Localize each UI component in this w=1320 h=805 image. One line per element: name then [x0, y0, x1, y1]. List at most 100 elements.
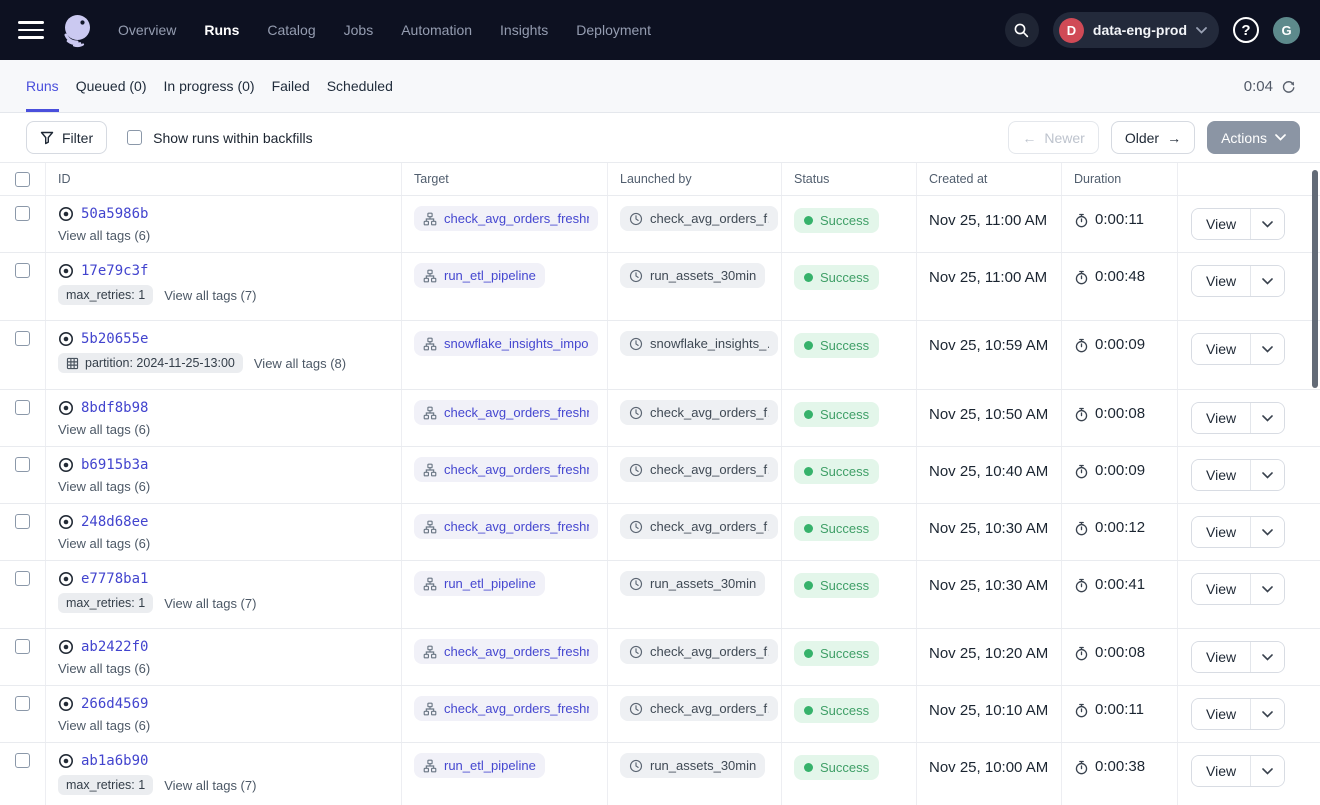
target-pill[interactable]: check_avg_orders_freshne	[414, 400, 598, 425]
run-id-link[interactable]: ab1a6b90	[81, 753, 148, 769]
tab-in-progress[interactable]: In progress (0)	[164, 60, 255, 112]
launched-by-pill[interactable]: run_assets_30min	[620, 753, 765, 778]
view-run-dropdown-button[interactable]	[1250, 266, 1284, 296]
launched-by-pill[interactable]: check_avg_orders_f…	[620, 457, 778, 482]
run-id-link[interactable]: ab2422f0	[81, 639, 148, 655]
view-all-tags-link[interactable]: View all tags (6)	[58, 422, 150, 437]
tag-pill[interactable]: max_retries: 1	[58, 593, 153, 613]
view-run-button[interactable]: View	[1192, 460, 1250, 490]
view-run-button[interactable]: View	[1192, 574, 1250, 604]
target-pill[interactable]: check_avg_orders_freshne	[414, 457, 598, 482]
hamburger-menu-icon[interactable]	[18, 21, 44, 39]
row-checkbox[interactable]	[15, 400, 30, 415]
run-id-link[interactable]: 248d68ee	[81, 514, 148, 530]
target-pill[interactable]: run_etl_pipeline	[414, 753, 545, 778]
view-all-tags-link[interactable]: View all tags (6)	[58, 661, 150, 676]
view-run-button[interactable]: View	[1192, 334, 1250, 364]
workspace-selector[interactable]: D data-eng-prod	[1053, 12, 1219, 48]
nav-item-jobs[interactable]: Jobs	[344, 22, 374, 38]
target-pill[interactable]: check_avg_orders_freshne	[414, 206, 598, 231]
scrollbar-thumb[interactable]	[1312, 170, 1318, 388]
tag-pill[interactable]: max_retries: 1	[58, 775, 153, 795]
search-button[interactable]	[1005, 13, 1039, 47]
view-run-dropdown-button[interactable]	[1250, 517, 1284, 547]
run-id-link[interactable]: 17e79c3f	[81, 263, 148, 279]
dagster-logo-icon[interactable]	[58, 11, 96, 49]
view-run-button[interactable]: View	[1192, 517, 1250, 547]
view-all-tags-link[interactable]: View all tags (6)	[58, 228, 150, 243]
target-pill[interactable]: snowflake_insights_import	[414, 331, 598, 356]
view-run-dropdown-button[interactable]	[1250, 403, 1284, 433]
show-backfills-checkbox[interactable]	[127, 130, 142, 145]
launched-by-pill[interactable]: check_avg_orders_f…	[620, 206, 778, 231]
row-checkbox[interactable]	[15, 639, 30, 654]
view-run-dropdown-button[interactable]	[1250, 460, 1284, 490]
tag-pill[interactable]: max_retries: 1	[58, 285, 153, 305]
run-id-link[interactable]: e7778ba1	[81, 571, 148, 587]
row-checkbox[interactable]	[15, 457, 30, 472]
view-run-dropdown-button[interactable]	[1250, 699, 1284, 729]
launched-by-pill[interactable]: snowflake_insights_…	[620, 331, 778, 356]
older-button[interactable]: Older →	[1111, 121, 1195, 154]
target-pill[interactable]: check_avg_orders_freshne	[414, 514, 598, 539]
view-all-tags-link[interactable]: View all tags (6)	[58, 479, 150, 494]
view-all-tags-link[interactable]: View all tags (6)	[58, 536, 150, 551]
tab-queued[interactable]: Queued (0)	[76, 60, 147, 112]
view-run-dropdown-button[interactable]	[1250, 642, 1284, 672]
newer-button[interactable]: ← Newer	[1008, 121, 1098, 154]
launched-by-pill[interactable]: run_assets_30min	[620, 263, 765, 288]
row-checkbox[interactable]	[15, 263, 30, 278]
view-all-tags-link[interactable]: View all tags (6)	[58, 718, 150, 733]
row-checkbox[interactable]	[15, 514, 30, 529]
view-run-button[interactable]: View	[1192, 209, 1250, 239]
view-run-dropdown-button[interactable]	[1250, 574, 1284, 604]
view-run-button[interactable]: View	[1192, 403, 1250, 433]
target-pill[interactable]: run_etl_pipeline	[414, 263, 545, 288]
actions-button[interactable]: Actions	[1207, 121, 1300, 154]
row-checkbox[interactable]	[15, 696, 30, 711]
target-pill[interactable]: check_avg_orders_freshne	[414, 696, 598, 721]
nav-item-catalog[interactable]: Catalog	[267, 22, 315, 38]
row-checkbox[interactable]	[15, 206, 30, 221]
launched-by-pill[interactable]: check_avg_orders_f…	[620, 696, 778, 721]
filter-button[interactable]: Filter	[26, 121, 107, 154]
run-id-link[interactable]: 8bdf8b98	[81, 400, 148, 416]
view-run-button[interactable]: View	[1192, 756, 1250, 786]
nav-item-deployment[interactable]: Deployment	[576, 22, 651, 38]
view-all-tags-link[interactable]: View all tags (7)	[164, 288, 256, 303]
view-all-tags-link[interactable]: View all tags (8)	[254, 356, 346, 371]
refresh-icon[interactable]	[1281, 79, 1296, 94]
nav-item-overview[interactable]: Overview	[118, 22, 176, 38]
view-run-button[interactable]: View	[1192, 642, 1250, 672]
launched-by-pill[interactable]: check_avg_orders_f…	[620, 514, 778, 539]
view-run-dropdown-button[interactable]	[1250, 209, 1284, 239]
run-id-link[interactable]: 5b20655e	[81, 331, 148, 347]
view-run-dropdown-button[interactable]	[1250, 334, 1284, 364]
user-avatar[interactable]: G	[1273, 17, 1300, 44]
launched-by-pill[interactable]: check_avg_orders_f…	[620, 400, 778, 425]
launched-by-pill[interactable]: run_assets_30min	[620, 571, 765, 596]
nav-item-runs[interactable]: Runs	[204, 22, 239, 38]
help-button[interactable]: ?	[1233, 17, 1259, 43]
target-pill[interactable]: check_avg_orders_freshne	[414, 639, 598, 664]
view-run-dropdown-button[interactable]	[1250, 756, 1284, 786]
run-id-link[interactable]: 50a5986b	[81, 206, 148, 222]
tag-pill[interactable]: partition: 2024-11-25-13:00	[58, 353, 243, 373]
view-all-tags-link[interactable]: View all tags (7)	[164, 778, 256, 793]
row-checkbox[interactable]	[15, 331, 30, 346]
run-id-link[interactable]: 266d4569	[81, 696, 148, 712]
nav-item-insights[interactable]: Insights	[500, 22, 548, 38]
tab-scheduled[interactable]: Scheduled	[327, 60, 393, 112]
view-run-button[interactable]: View	[1192, 699, 1250, 729]
target-pill[interactable]: run_etl_pipeline	[414, 571, 545, 596]
row-checkbox[interactable]	[15, 571, 30, 586]
select-all-checkbox[interactable]	[15, 172, 30, 187]
run-id-link[interactable]: b6915b3a	[81, 457, 148, 473]
tab-failed[interactable]: Failed	[272, 60, 310, 112]
view-run-button[interactable]: View	[1192, 266, 1250, 296]
row-checkbox[interactable]	[15, 753, 30, 768]
view-all-tags-link[interactable]: View all tags (7)	[164, 596, 256, 611]
tab-runs[interactable]: Runs	[26, 60, 59, 112]
nav-item-automation[interactable]: Automation	[401, 22, 472, 38]
launched-by-pill[interactable]: check_avg_orders_f…	[620, 639, 778, 664]
